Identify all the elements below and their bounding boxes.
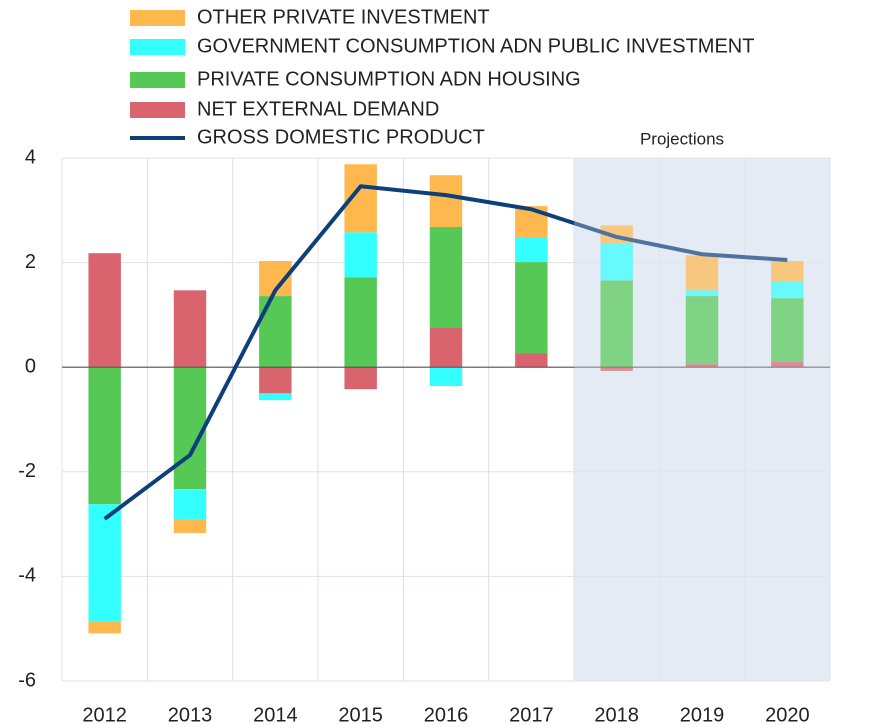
- line: [103, 184, 788, 521]
- annotation: Projections: [640, 129, 724, 148]
- bar: [685, 364, 719, 368]
- legend-label: GOVERNMENT CONSUMPTION ADN PUBLIC INVEST…: [197, 35, 754, 57]
- bar: [344, 367, 377, 390]
- legend-label: GROSS DOMESTIC PRODUCT: [197, 126, 485, 148]
- bar: [259, 367, 292, 394]
- bar: [173, 519, 207, 533]
- x-tick-label: 2014: [253, 704, 298, 726]
- projection-overlay: [574, 158, 830, 681]
- bar: [344, 232, 377, 278]
- bar: [88, 253, 121, 368]
- x-tick-label: 2020: [765, 704, 810, 726]
- bar: [173, 489, 207, 520]
- bar: [173, 290, 207, 368]
- bar: [771, 298, 804, 362]
- legend-swatch: [130, 72, 185, 88]
- bar: [259, 296, 292, 368]
- bar: [515, 238, 548, 263]
- legend-label: OTHER PRIVATE INVESTMENT: [197, 6, 490, 28]
- x-tick-label: 2015: [338, 704, 383, 726]
- bar: [685, 290, 719, 297]
- bar: [259, 393, 292, 401]
- legend-swatch: [130, 39, 185, 55]
- bar: [771, 361, 804, 368]
- y-tick-label: 0: [25, 355, 36, 377]
- y-tick-label: -6: [18, 669, 36, 691]
- bar: [771, 281, 804, 299]
- bar: [429, 327, 463, 368]
- bar: [88, 504, 121, 622]
- y-tick-label: 4: [25, 146, 36, 168]
- legend-swatch: [130, 102, 185, 118]
- bar: [685, 296, 719, 365]
- bar: [771, 261, 804, 282]
- x-tick-label: 2019: [680, 704, 725, 726]
- bar: [88, 621, 121, 634]
- bar: [515, 262, 548, 354]
- bar: [600, 367, 633, 371]
- legend-label: PRIVATE CONSUMPTION ADN HOUSING: [197, 68, 581, 90]
- legend-swatch: [130, 10, 185, 26]
- x-tick-label: 2016: [424, 704, 469, 726]
- bar: [173, 367, 207, 490]
- y-tick-label: -2: [18, 460, 36, 482]
- x-tick-label: 2017: [509, 704, 554, 726]
- bar: [344, 277, 377, 368]
- x-tick-label: 2012: [82, 704, 127, 726]
- bar: [515, 353, 548, 368]
- legend-label: NET EXTERNAL DEMAND: [197, 98, 439, 120]
- y-tick-label: -4: [18, 565, 36, 587]
- bar: [429, 175, 463, 228]
- bar: [88, 367, 121, 505]
- bar: [600, 243, 633, 281]
- bar: [685, 255, 719, 291]
- bar: [429, 227, 463, 328]
- x-tick-label: 2013: [168, 704, 213, 726]
- bar: [429, 367, 463, 387]
- x-tick-label: 2018: [594, 704, 639, 726]
- bar: [600, 280, 633, 368]
- y-tick-label: 2: [25, 251, 36, 273]
